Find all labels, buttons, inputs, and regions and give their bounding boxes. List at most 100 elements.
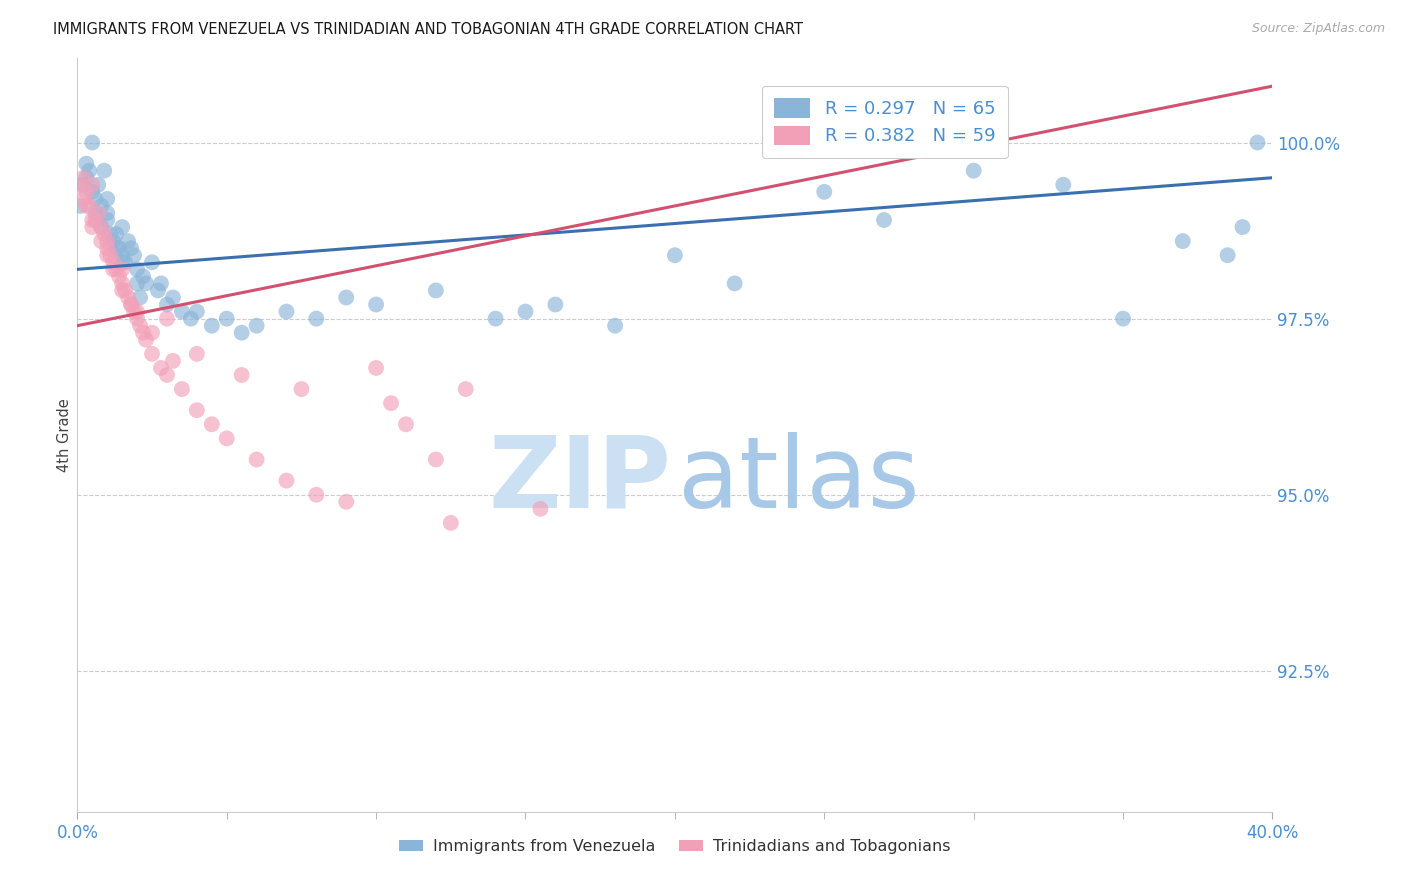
Point: [122, 248, 145, 262]
Point: [93, 227, 115, 241]
Point: [120, 297, 142, 311]
Point: [150, 277, 173, 291]
Point: [162, 291, 184, 305]
Point: [1171, 234, 1194, 248]
Point: [141, 255, 163, 269]
Point: [75, 156, 97, 170]
Text: IMMIGRANTS FROM VENEZUELA VS TRINIDADIAN AND TOBAGONIAN 4TH GRADE CORRELATION CH: IMMIGRANTS FROM VENEZUELA VS TRINIDADIAN…: [53, 22, 803, 37]
Point: [96, 241, 118, 255]
Point: [186, 403, 208, 417]
Point: [103, 262, 124, 277]
Point: [90, 220, 112, 235]
Point: [425, 284, 447, 298]
Point: [69, 178, 91, 192]
Point: [186, 304, 208, 318]
Point: [201, 318, 224, 333]
Point: [105, 262, 128, 277]
Point: [98, 248, 121, 262]
Point: [129, 291, 152, 305]
Point: [454, 382, 477, 396]
Point: [425, 452, 447, 467]
Text: atlas: atlas: [679, 432, 920, 529]
Point: [215, 311, 238, 326]
Point: [366, 360, 388, 375]
Point: [111, 220, 134, 235]
Point: [82, 178, 104, 192]
Point: [75, 199, 97, 213]
Point: [96, 248, 118, 262]
Point: [129, 318, 152, 333]
Point: [440, 516, 463, 530]
Point: [276, 304, 298, 318]
Point: [82, 220, 104, 235]
Point: [485, 311, 508, 326]
Point: [529, 501, 551, 516]
Point: [111, 284, 134, 298]
Point: [96, 234, 118, 248]
Point: [93, 163, 115, 178]
Point: [90, 199, 112, 213]
Point: [156, 368, 179, 382]
Legend: Immigrants from Venezuela, Trinidadians and Tobagonians: Immigrants from Venezuela, Trinidadians …: [394, 832, 956, 860]
Y-axis label: 4th Grade: 4th Grade: [56, 398, 72, 472]
Point: [84, 192, 107, 206]
Point: [87, 178, 110, 192]
Point: [114, 284, 136, 298]
Point: [1052, 178, 1074, 192]
Point: [146, 284, 169, 298]
Point: [380, 396, 402, 410]
Point: [290, 382, 312, 396]
Point: [276, 474, 298, 488]
Point: [724, 277, 747, 291]
Point: [79, 199, 101, 213]
Point: [98, 227, 121, 241]
Point: [231, 326, 253, 340]
Point: [82, 213, 104, 227]
Point: [120, 241, 142, 255]
Point: [873, 213, 896, 227]
Point: [111, 255, 134, 269]
Point: [605, 318, 627, 333]
Point: [141, 326, 163, 340]
Point: [127, 304, 149, 318]
Point: [170, 382, 193, 396]
Point: [141, 347, 163, 361]
Point: [1112, 311, 1135, 326]
Point: [72, 170, 94, 185]
Point: [114, 255, 136, 269]
Point: [111, 248, 134, 262]
Point: [96, 206, 118, 220]
Point: [90, 220, 112, 235]
Point: [246, 318, 269, 333]
Point: [120, 297, 142, 311]
Point: [335, 291, 357, 305]
Point: [127, 311, 149, 326]
Point: [96, 213, 118, 227]
Point: [132, 326, 155, 340]
Point: [105, 241, 128, 255]
Point: [170, 304, 193, 318]
Point: [186, 347, 208, 361]
Point: [335, 495, 357, 509]
Point: [231, 368, 253, 382]
Point: [132, 269, 155, 284]
Point: [117, 234, 139, 248]
Text: ZIP: ZIP: [488, 432, 671, 529]
Point: [105, 227, 128, 241]
Point: [84, 213, 107, 227]
Point: [215, 431, 238, 445]
Point: [366, 297, 388, 311]
Point: [90, 234, 112, 248]
Point: [544, 297, 567, 311]
Point: [515, 304, 537, 318]
Point: [305, 488, 328, 502]
Point: [156, 311, 179, 326]
Point: [162, 354, 184, 368]
Point: [305, 311, 328, 326]
Point: [111, 262, 134, 277]
Point: [79, 163, 101, 178]
Point: [135, 333, 157, 347]
Point: [1246, 136, 1268, 150]
Point: [111, 277, 134, 291]
Point: [180, 311, 202, 326]
